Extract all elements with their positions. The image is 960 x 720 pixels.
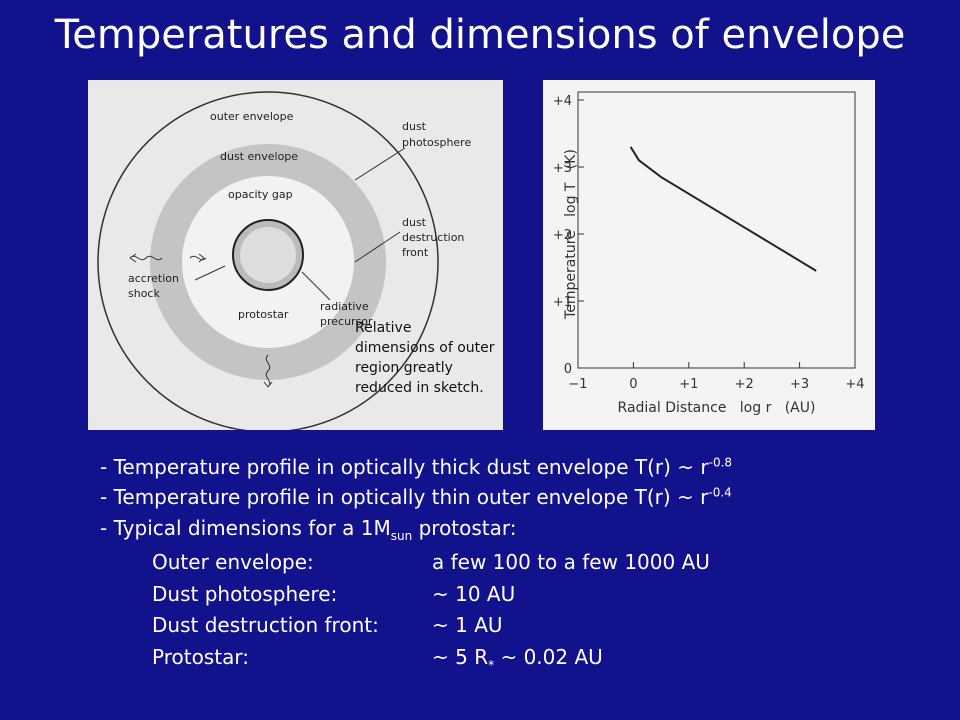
protostar-core [240, 227, 296, 283]
sketch-label: destruction [402, 231, 464, 244]
sketch-label: opacity gap [228, 188, 293, 201]
bullet: - Temperature profile in optically thin … [100, 485, 732, 509]
leader-lines [194, 147, 406, 301]
dimension-text: ~ 5 R [432, 644, 489, 669]
sketch-label: outer envelope [210, 110, 294, 123]
x-tick-label: −1 [568, 377, 587, 392]
bullet: - Typical dimensions for a 1Msun protost… [100, 516, 517, 543]
y-axis-label: Temperature log T (K) [563, 149, 579, 320]
arrows [129, 253, 273, 388]
sketch-label: dust envelope [220, 150, 298, 163]
dimension-text: ~ 10 AU [432, 581, 516, 606]
bullet-text: - Temperature profile in optically thick… [100, 455, 709, 479]
dimension-label: Outer envelope: [152, 550, 314, 574]
x-tick-label: +4 [845, 377, 864, 392]
y-tick-label: +3 [553, 161, 572, 176]
x-tick-label: +3 [790, 377, 809, 392]
dimension-value: a few 100 to a few 1000 AU [432, 550, 710, 574]
sketch-label: protostar [238, 308, 289, 321]
exponent: -0.4 [708, 485, 732, 500]
bullet-text: protostar: [412, 516, 517, 540]
dimension-label: Protostar: [152, 644, 249, 669]
sketch-label: front [402, 246, 429, 259]
subscript: * [488, 657, 495, 672]
dimension-label: Dust photosphere: [152, 581, 338, 606]
exponent: -0.8 [708, 455, 733, 470]
bullet-text: - Temperature profile in optically thin … [100, 485, 709, 509]
x-tick-label: +1 [679, 377, 698, 392]
sketch-label: shock [128, 287, 160, 300]
sketch-label: dust [402, 120, 427, 133]
bullet: - Temperature profile in optically thick… [100, 455, 732, 479]
dimension-value: ~ 10 AU [432, 582, 515, 606]
x-axis-label: Radial Distance log r (AU) [618, 400, 816, 416]
y-tick-label: 0 [564, 362, 572, 377]
sketch-label: photosphere [402, 136, 471, 149]
x-tick-label: 0 [629, 377, 637, 392]
sketch-label: radiative [320, 300, 369, 313]
y-tick-label: +1 [553, 295, 572, 310]
dimension-text: ~ 1 AU [432, 613, 503, 637]
sketch-label: dust [402, 216, 427, 229]
sketch [97, 91, 439, 430]
sketch-note: Relative dimensions of outer region grea… [355, 320, 495, 396]
sketch-label: accretion [128, 272, 179, 285]
y-tick-label: +2 [553, 228, 572, 243]
dimension-text: ~ 0.02 AU [494, 644, 603, 669]
slide-title: Temperatures and dimensions of envelope [54, 12, 906, 58]
subscript: sun [390, 529, 413, 543]
dimension-value: ~ 5 R* ~ 0.02 AU [432, 645, 603, 672]
line [629, 146, 817, 272]
dimension-text: a few 100 to a few 1000 AU [432, 550, 710, 574]
dimension-label: Dust destruction front: [152, 613, 379, 637]
plot-frame [577, 91, 856, 369]
dimension-value: ~ 1 AU [432, 613, 503, 637]
y-tick-label: +4 [553, 94, 572, 109]
sketch-label: precursor [320, 315, 373, 328]
x-tick-label: +2 [735, 377, 754, 392]
bullet-text: - Typical dimensions for a 1M [100, 516, 391, 540]
chart-panel [543, 80, 875, 430]
outer-circle [97, 91, 439, 430]
